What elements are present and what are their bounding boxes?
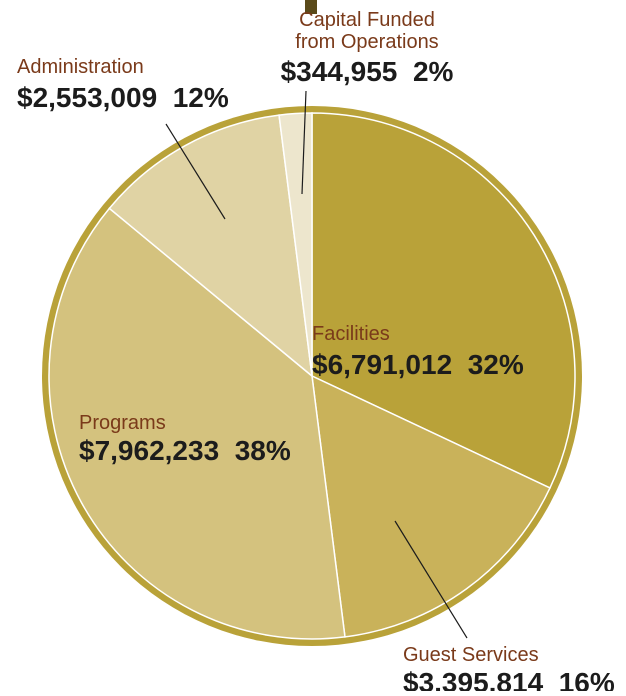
slice-label-guest-services: Guest Services — [403, 644, 539, 666]
pie-slice-administration — [108, 114, 313, 378]
leader-line-administration — [165, 123, 226, 220]
leader-line-guest-services — [394, 520, 468, 639]
pie-slice-programs — [48, 207, 346, 640]
pie-slice-facilities — [311, 112, 576, 489]
slice-label-facilities: Facilities — [312, 323, 390, 345]
slice-label-administration: Administration — [17, 56, 144, 78]
leader-line-capital-funded-from-operations — [301, 90, 307, 195]
pie-slice-guest-services — [311, 374, 551, 638]
slice-value-programs: $7,962,233 38% — [79, 435, 291, 466]
top-marker — [305, 0, 317, 14]
slice-value-capital-funded-from-operations: $344,955 2% — [281, 56, 454, 87]
slice-label-capital-funded-from-operations: Capital Funded from Operations — [295, 9, 438, 53]
slice-value-administration: $2,553,009 12% — [17, 82, 229, 113]
slice-value-facilities: $6,791,012 32% — [312, 349, 524, 380]
slice-label-programs: Programs — [79, 412, 166, 434]
pie-slice-capital-funded-from-operations — [278, 112, 313, 377]
slice-value-guest-services: $3,395,814 16% — [403, 667, 615, 691]
